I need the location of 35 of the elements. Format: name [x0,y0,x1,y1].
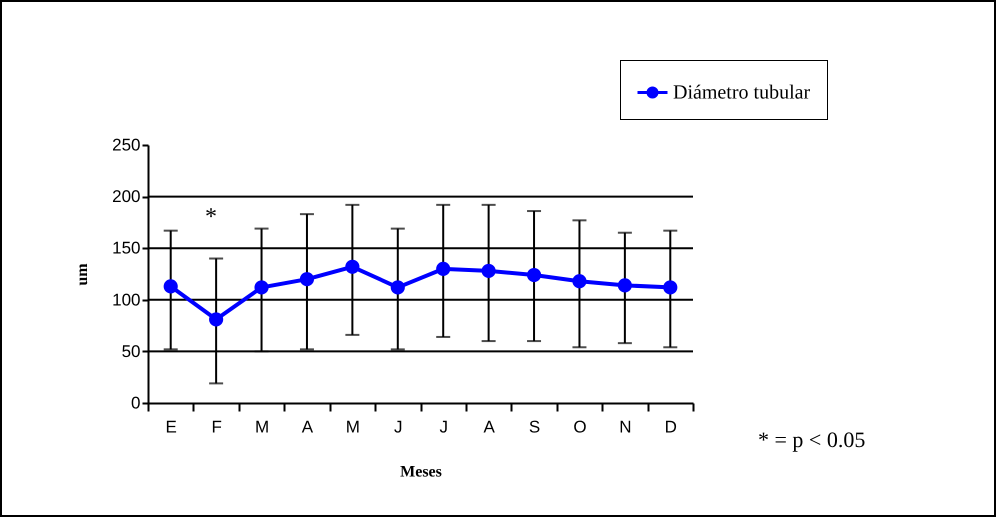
point [618,278,632,292]
x-tick-label: D [664,418,677,436]
point [572,274,587,288]
point [300,272,314,286]
x-tick-label: S [528,418,540,436]
x-tick-label: M [254,418,270,436]
x-axis-title: Meses [400,464,442,480]
x-tick-label: F [211,418,222,436]
point [209,312,224,326]
y-tick-label: 150 [112,238,140,258]
y-axis-title: um [74,262,92,286]
x-tick-label: E [166,418,177,436]
y-tick-label: 200 [112,187,140,206]
legend-label: Diámetro tubular [673,82,811,104]
point [526,268,542,282]
y-tick-label: 250 [112,136,140,154]
point [164,279,178,294]
point [663,280,678,294]
x-tick-label: M [346,418,360,436]
x-tick-label: A [302,418,314,436]
x-tick-label: A [483,418,496,436]
x-tick-label: N [619,418,632,436]
point [390,280,405,294]
y-tick-label: 100 [112,290,140,310]
x-tick-label: O [573,418,587,436]
annotation: * [205,204,217,230]
point [345,260,360,274]
point [482,264,496,278]
y-tick-label: 0 [131,394,140,412]
y-tick-label: 50 [122,342,140,361]
x-tick-label: J [439,418,448,436]
x-tick-label: J [394,418,403,436]
point [436,262,450,276]
text: * = p < 0.05 [758,427,866,452]
point [254,280,269,294]
